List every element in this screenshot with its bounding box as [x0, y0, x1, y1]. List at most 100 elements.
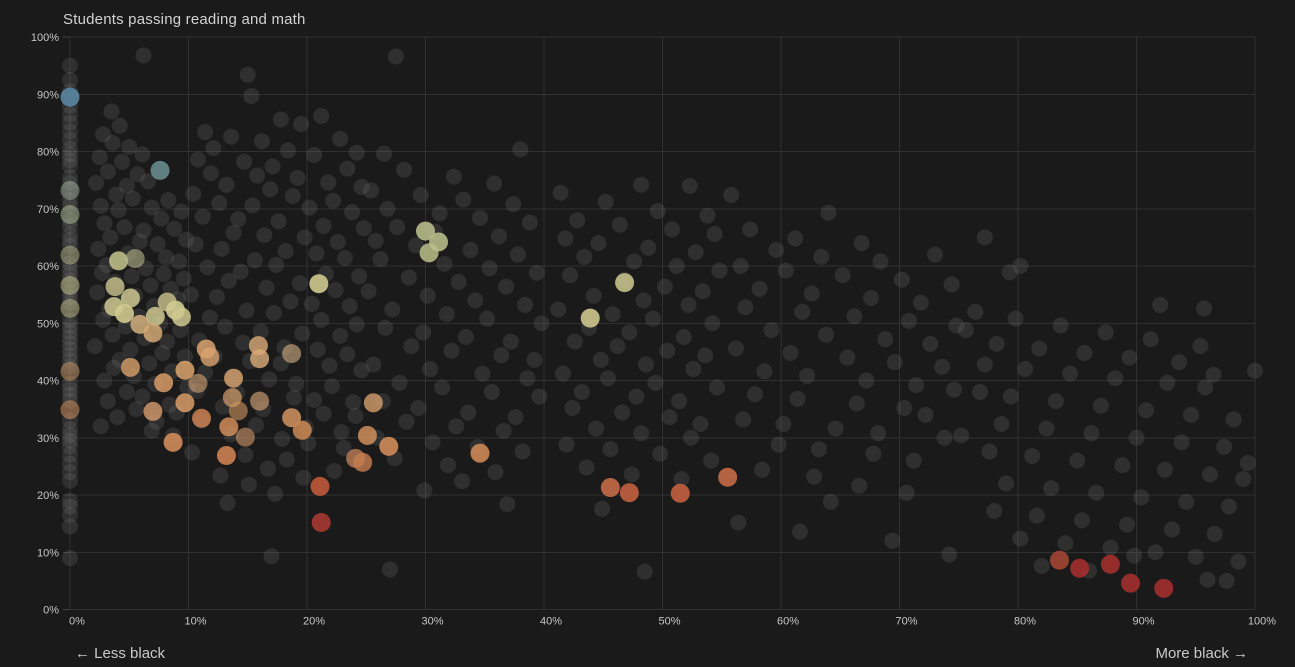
data-point[interactable] — [353, 452, 373, 472]
data-point[interactable] — [379, 436, 399, 456]
data-point[interactable] — [60, 275, 80, 295]
data-point[interactable] — [615, 273, 635, 293]
background-dot — [573, 383, 590, 400]
background-dot — [140, 173, 157, 190]
background-dot — [92, 197, 109, 214]
data-point[interactable] — [470, 443, 490, 463]
background-dot — [96, 215, 113, 232]
background-dot — [212, 467, 229, 484]
data-point[interactable] — [419, 243, 439, 263]
background-dot — [645, 310, 662, 327]
data-point[interactable] — [1049, 550, 1069, 570]
data-point[interactable] — [143, 323, 163, 343]
data-point[interactable] — [235, 427, 255, 447]
data-point[interactable] — [357, 425, 377, 445]
background-dot — [818, 326, 835, 343]
background-dot — [62, 114, 78, 131]
data-point[interactable] — [1121, 573, 1141, 593]
data-point[interactable] — [60, 180, 80, 200]
data-point[interactable] — [1100, 554, 1120, 574]
data-point[interactable] — [60, 87, 80, 107]
background-dot — [602, 441, 619, 458]
data-point[interactable] — [282, 344, 302, 364]
background-dot — [1092, 397, 1109, 414]
data-point[interactable] — [171, 307, 191, 327]
background-dot — [135, 47, 152, 64]
background-dot — [1119, 516, 1136, 533]
data-point[interactable] — [292, 420, 312, 440]
background-dot — [99, 393, 116, 410]
background-dot — [259, 460, 276, 477]
background-dot — [1225, 411, 1242, 428]
background-dot — [62, 132, 78, 149]
data-point[interactable] — [600, 478, 620, 498]
data-point[interactable] — [309, 274, 329, 294]
background-dot — [1028, 507, 1045, 524]
data-point[interactable] — [60, 245, 80, 265]
background-dot — [362, 182, 379, 199]
background-dot — [62, 57, 78, 74]
data-point[interactable] — [619, 483, 639, 503]
background-dot — [865, 445, 882, 462]
data-point[interactable] — [718, 467, 738, 487]
background-dot — [908, 377, 925, 394]
data-point[interactable] — [1070, 558, 1090, 578]
data-point[interactable] — [670, 483, 690, 503]
background-dot — [155, 266, 172, 283]
data-point[interactable] — [311, 512, 331, 532]
data-point[interactable] — [310, 476, 330, 496]
background-dot — [235, 334, 252, 351]
data-point[interactable] — [580, 308, 600, 328]
data-point[interactable] — [416, 221, 435, 241]
background-dot — [62, 226, 78, 243]
x-tick-label: 80% — [1014, 616, 1036, 628]
data-point[interactable] — [224, 368, 244, 388]
data-point[interactable] — [60, 361, 80, 381]
data-point[interactable] — [154, 373, 174, 393]
background-dot — [751, 280, 768, 297]
background-dot — [1088, 484, 1105, 501]
background-dot — [104, 326, 121, 343]
background-dot — [91, 149, 108, 166]
data-point[interactable] — [109, 251, 129, 271]
data-point[interactable] — [228, 401, 248, 421]
data-point[interactable] — [200, 347, 220, 367]
data-point[interactable] — [250, 349, 270, 369]
data-point[interactable] — [60, 204, 80, 224]
background-dot — [194, 208, 211, 225]
background-dot — [1062, 365, 1079, 382]
data-point[interactable] — [282, 408, 302, 428]
data-point[interactable] — [145, 306, 165, 326]
data-point[interactable] — [163, 432, 183, 452]
data-point[interactable] — [363, 393, 383, 413]
data-point[interactable] — [120, 357, 140, 377]
background-dot — [656, 278, 673, 295]
data-point[interactable] — [60, 298, 80, 318]
background-dot — [692, 416, 709, 433]
data-point[interactable] — [120, 288, 140, 308]
data-point[interactable] — [143, 401, 163, 421]
background-dot — [853, 235, 870, 252]
background-dot — [1218, 572, 1235, 589]
data-point[interactable] — [188, 373, 208, 393]
data-point[interactable] — [1154, 578, 1174, 598]
data-point[interactable] — [125, 249, 145, 269]
data-point[interactable] — [192, 408, 212, 428]
data-point[interactable] — [175, 360, 195, 380]
data-point[interactable] — [105, 277, 125, 297]
data-point[interactable] — [216, 445, 236, 465]
data-point[interactable] — [60, 400, 80, 420]
data-point[interactable] — [219, 417, 239, 437]
background-dot — [706, 225, 723, 242]
background-dot — [62, 106, 78, 123]
background-dot — [1173, 434, 1190, 451]
data-point[interactable] — [150, 160, 170, 180]
data-point[interactable] — [115, 304, 135, 324]
background-dot — [213, 240, 230, 257]
background-dot — [1102, 539, 1119, 556]
background-dot — [737, 299, 754, 316]
data-point[interactable] — [175, 393, 195, 413]
data-point[interactable] — [250, 391, 270, 411]
background-dot — [105, 359, 122, 376]
background-dot — [768, 241, 785, 258]
